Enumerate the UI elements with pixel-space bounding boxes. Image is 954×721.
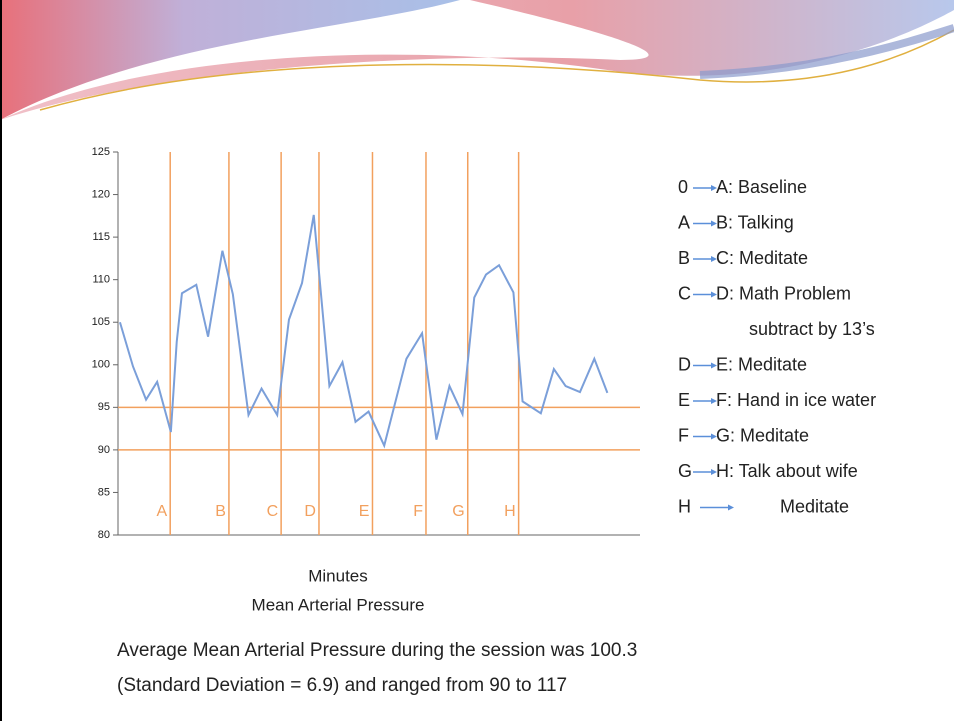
y-tick-label: 80	[98, 529, 110, 541]
header-swoosh	[0, 0, 954, 120]
legend-text: A: Baseline	[716, 177, 807, 197]
legend-arrow-head	[728, 504, 734, 511]
legend-key: C	[678, 283, 691, 303]
legend-text: H: Talk about wife	[716, 461, 858, 481]
legend-key: H	[678, 496, 691, 516]
y-tick-label: 110	[92, 274, 110, 286]
legend-text: C: Meditate	[716, 248, 808, 268]
data-line	[118, 214, 609, 449]
x-axis-label: Minutes	[308, 566, 368, 585]
phase-label: A	[157, 503, 168, 520]
y-tick-label: 95	[98, 401, 110, 413]
y-tick-label: 105	[92, 316, 110, 328]
legend-key: D	[678, 354, 691, 374]
header-line	[699, 24, 954, 79]
y-tick-label: 125	[92, 146, 110, 158]
legend-text: B: Talking	[716, 212, 794, 232]
legend-arrow-head	[711, 185, 717, 191]
legend-text: subtract by 13’s	[749, 319, 875, 339]
legend-key: F	[678, 425, 689, 445]
legend-text: G: Meditate	[716, 425, 809, 445]
phase-label: H	[504, 503, 516, 520]
y-tick-label: 90	[98, 444, 110, 456]
legend-arrow-head	[711, 469, 717, 475]
phase-label: B	[215, 503, 226, 520]
legend-key: E	[678, 390, 690, 410]
y-tick-label: 120	[92, 188, 110, 200]
y-tick-label: 85	[98, 486, 110, 498]
phase-label: D	[304, 503, 316, 520]
legend-arrow-head	[711, 256, 717, 262]
chart-caption: Mean Arterial Pressure	[252, 595, 425, 614]
summary-text: (Standard Deviation = 6.9) and ranged fr…	[117, 675, 567, 696]
phase-label: C	[267, 503, 279, 520]
phase-label: G	[452, 503, 464, 520]
legend-arrow-head	[711, 220, 717, 227]
y-tick-label: 115	[92, 231, 110, 243]
header-line	[39, 29, 954, 111]
legend-arrow-head	[711, 291, 717, 298]
legend-key: A	[678, 212, 690, 232]
legend-key: 0	[678, 177, 688, 197]
phase-label: F	[413, 503, 423, 520]
legend-text: D: Math Problem	[716, 283, 851, 303]
legend-arrow-head	[711, 398, 717, 404]
legend-text: E: Meditate	[716, 354, 807, 374]
summary-text: Average Mean Arterial Pressure during th…	[117, 640, 637, 661]
legend-text: Meditate	[780, 496, 849, 516]
phase-label: E	[359, 503, 370, 520]
legend-arrow-head	[711, 433, 717, 440]
header-swoosh	[0, 0, 460, 120]
legend-key: G	[678, 461, 692, 481]
y-tick-label: 100	[92, 359, 110, 371]
legend-text: F: Hand in ice water	[716, 390, 876, 410]
legend-key: B	[678, 248, 690, 268]
legend-arrow-head	[711, 362, 717, 369]
